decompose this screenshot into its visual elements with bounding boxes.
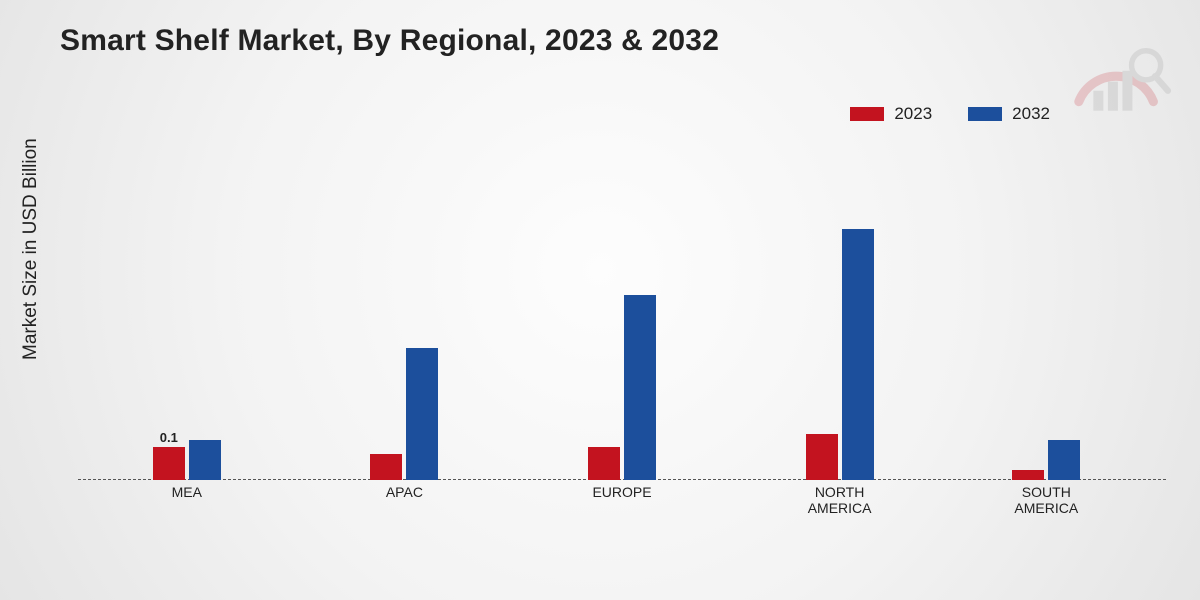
legend-swatch-2032 <box>968 107 1002 121</box>
legend-swatch-2023 <box>850 107 884 121</box>
bar-group-na <box>790 150 890 480</box>
x-label-na: NORTH AMERICA <box>808 484 872 516</box>
bar-group-eu <box>572 150 672 480</box>
bar-group-apac <box>354 150 454 480</box>
bar-2032-apac <box>406 348 438 480</box>
bar-2023-sa <box>1012 470 1044 480</box>
y-axis-label: Market Size in USD Billion <box>20 138 42 360</box>
bar-2032-sa <box>1048 440 1080 480</box>
chart-title: Smart Shelf Market, By Regional, 2023 & … <box>60 24 719 58</box>
watermark-bar-3 <box>1122 71 1132 111</box>
plot-area: 0.1 <box>78 150 1166 480</box>
bar-2032-mea <box>189 440 221 480</box>
bar-2023-eu <box>588 447 620 480</box>
legend-label-2032: 2032 <box>1012 104 1050 124</box>
bar-2023-na <box>806 434 838 480</box>
watermark-logo <box>1062 38 1172 138</box>
x-label-eu: EUROPE <box>592 484 651 500</box>
bar-group-sa <box>996 150 1096 480</box>
watermark-handle <box>1155 76 1168 91</box>
bar-2032-na <box>842 229 874 480</box>
bar-2023-apac <box>370 454 402 480</box>
legend-item-2023: 2023 <box>850 104 932 124</box>
watermark-bar-2 <box>1108 82 1118 111</box>
bar-2032-eu <box>624 295 656 480</box>
x-axis-labels: MEA APAC EUROPE NORTH AMERICA SOUTH AMERICA <box>78 484 1166 524</box>
legend-label-2023: 2023 <box>894 104 932 124</box>
chart-page: Smart Shelf Market, By Regional, 2023 & … <box>0 0 1200 600</box>
x-label-sa: SOUTH AMERICA <box>1014 484 1078 516</box>
watermark-bar-1 <box>1093 91 1103 111</box>
chart-legend: 2023 2032 <box>850 104 1050 124</box>
x-label-apac: APAC <box>386 484 423 500</box>
bar-value-label: 0.1 <box>160 430 178 445</box>
bar-group-mea: 0.1 <box>137 150 237 480</box>
legend-item-2032: 2032 <box>968 104 1050 124</box>
bar-2023-mea: 0.1 <box>153 447 185 480</box>
x-label-mea: MEA <box>172 484 202 500</box>
